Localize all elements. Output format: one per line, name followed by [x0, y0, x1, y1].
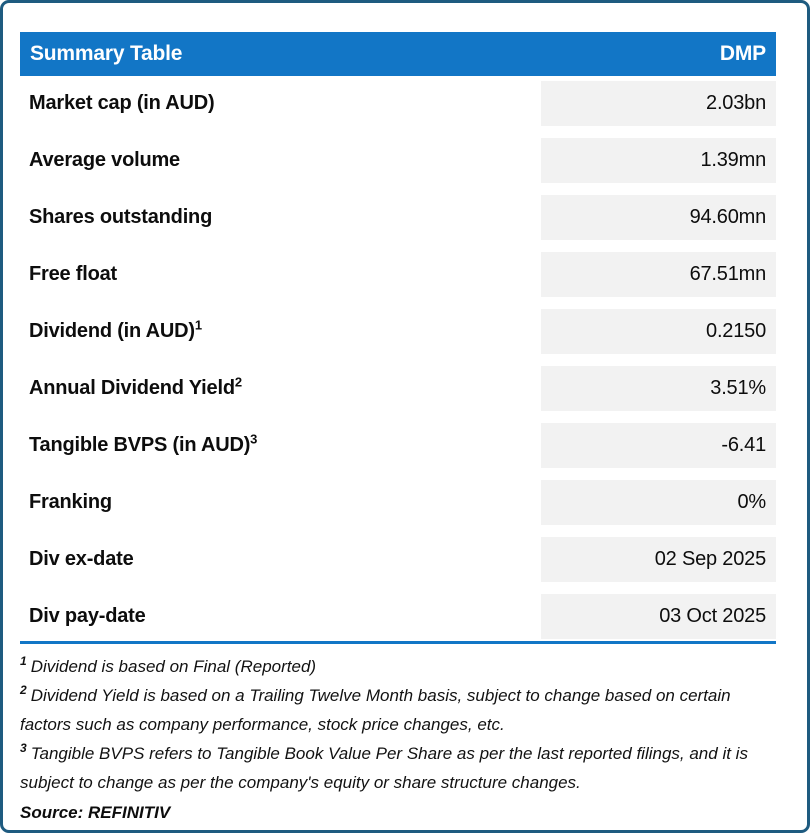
- footnote-number: 2: [20, 683, 27, 698]
- row-value: 2.03bn: [541, 81, 776, 126]
- table-row: Annual Dividend Yield2 3.51%: [20, 366, 776, 411]
- table-row: Franking 0%: [20, 480, 776, 525]
- table-row: Div ex-date 02 Sep 2025: [20, 537, 776, 582]
- table-row: Average volume 1.39mn: [20, 138, 776, 183]
- table-row: Market cap (in AUD) 2.03bn: [20, 81, 776, 126]
- footnotes: 1 Dividend is based on Final (Reported) 2…: [20, 652, 776, 827]
- footnote-ref: 2: [234, 374, 242, 390]
- row-label: Div pay-date: [29, 605, 146, 627]
- footnote: 1 Dividend is based on Final (Reported): [20, 652, 776, 681]
- footnote: 2 Dividend Yield is based on a Trailing T…: [20, 681, 776, 739]
- table-row: Dividend (in AUD)1 0.2150: [20, 309, 776, 354]
- row-value: 67.51mn: [541, 252, 776, 297]
- row-value: -6.41: [541, 423, 776, 468]
- table-row: Shares outstanding 94.60mn: [20, 195, 776, 240]
- row-value: 0.2150: [541, 309, 776, 354]
- divider: [20, 641, 776, 644]
- row-label: Dividend (in AUD)1: [29, 317, 202, 342]
- row-label: Franking: [29, 491, 112, 513]
- table-body: Market cap (in AUD) 2.03bn Average volum…: [20, 81, 776, 639]
- footnote-ref: 1: [194, 317, 202, 333]
- table-row: Free float 67.51mn: [20, 252, 776, 297]
- table-header: Summary Table DMP: [20, 32, 776, 76]
- footnote: 3 Tangible BVPS refers to Tangible Book V…: [20, 739, 776, 797]
- row-value: 02 Sep 2025: [541, 537, 776, 582]
- row-label: Market cap (in AUD): [29, 92, 215, 114]
- footnote-ref: 3: [250, 431, 258, 447]
- row-label: Shares outstanding: [29, 206, 213, 228]
- summary-table: Summary Table DMP Market cap (in AUD) 2.…: [20, 32, 776, 827]
- row-label: Div ex-date: [29, 548, 134, 570]
- table-title: Summary Table: [30, 42, 183, 65]
- footnote-text: Dividend Yield is based on a Trailing Tw…: [20, 686, 731, 734]
- footnote-number: 1: [20, 654, 27, 669]
- footnote-text: Tangible BVPS refers to Tangible Book Va…: [20, 744, 748, 792]
- row-label: Tangible BVPS (in AUD)3: [29, 431, 258, 456]
- row-value: 03 Oct 2025: [541, 594, 776, 639]
- footnote-number: 3: [20, 741, 27, 756]
- table-row: Div pay-date 03 Oct 2025: [20, 594, 776, 639]
- row-value: 0%: [541, 480, 776, 525]
- row-label: Average volume: [29, 149, 180, 171]
- ticker-label: DMP: [719, 42, 766, 65]
- row-value: 94.60mn: [541, 195, 776, 240]
- footnote-text: Dividend is based on Final (Reported): [30, 657, 317, 676]
- table-row: Tangible BVPS (in AUD)3 -6.41: [20, 423, 776, 468]
- row-label: Free float: [29, 263, 118, 285]
- row-value: 3.51%: [541, 366, 776, 411]
- source-label: Source: REFINITIV: [20, 803, 171, 822]
- row-label: Annual Dividend Yield2: [29, 374, 242, 399]
- row-value: 1.39mn: [541, 138, 776, 183]
